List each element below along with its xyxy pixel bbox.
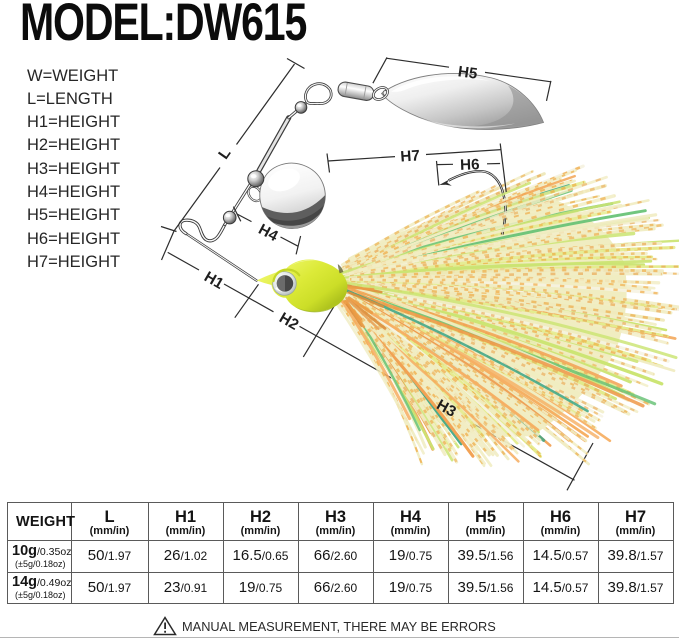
svg-text:L: L xyxy=(215,145,234,162)
svg-text:H1: H1 xyxy=(201,268,227,293)
svg-text:H2: H2 xyxy=(276,309,301,333)
svg-text:H7: H7 xyxy=(400,147,421,165)
svg-text:H6: H6 xyxy=(460,156,480,174)
svg-text:H5: H5 xyxy=(457,63,479,83)
